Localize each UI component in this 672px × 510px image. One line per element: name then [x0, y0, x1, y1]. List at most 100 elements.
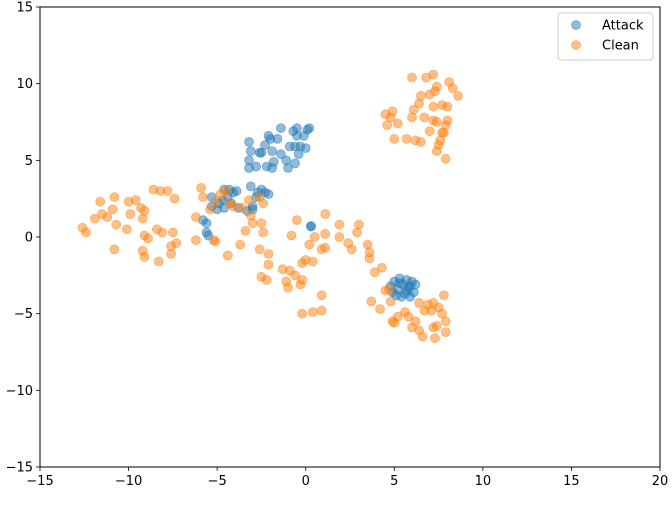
clean-point	[376, 262, 387, 273]
clean-point	[424, 126, 435, 137]
legend: Attack Clean	[557, 12, 654, 61]
clean-point	[431, 320, 442, 331]
clean-point	[198, 192, 208, 203]
clean-point	[382, 120, 393, 130]
clean-point	[389, 133, 400, 144]
clean-point	[263, 248, 274, 259]
legend-marker-clean	[571, 40, 581, 50]
attack-point	[290, 158, 301, 169]
clean-point	[244, 195, 254, 206]
clean-point	[221, 186, 231, 196]
clean-point	[334, 232, 345, 242]
clean-point	[320, 228, 331, 239]
x-tick-label: 0	[302, 474, 310, 489]
clean-point	[428, 101, 439, 112]
clean-point	[401, 133, 412, 144]
clean-point	[95, 196, 106, 207]
clean-point	[190, 235, 201, 246]
clean-point	[353, 219, 364, 230]
x-tick-label: 15	[563, 474, 580, 489]
attack-point	[283, 163, 293, 173]
clean-point	[258, 227, 269, 238]
attack-point	[245, 146, 256, 157]
legend-box	[557, 12, 654, 61]
clean-point	[392, 311, 403, 322]
plot-frame	[39, 6, 661, 468]
clean-point	[228, 201, 239, 212]
clean-point	[309, 232, 320, 242]
clean-point	[387, 106, 398, 117]
clean-point	[102, 212, 113, 223]
clean-point	[440, 316, 451, 327]
clean-point	[414, 297, 425, 308]
y-tick-label: −10	[6, 384, 33, 399]
clean-point	[166, 248, 177, 259]
clean-point	[442, 101, 453, 112]
clean-point	[316, 305, 327, 316]
y-axis: −15 −10 −5 0 5 10 15	[6, 1, 40, 476]
clean-point	[403, 311, 414, 322]
x-tick-label: 5	[390, 474, 398, 489]
clean-point	[346, 244, 357, 255]
clean-point	[263, 259, 274, 270]
legend-label-clean: Clean	[602, 39, 639, 54]
attack-point	[275, 123, 286, 134]
clean-point	[157, 227, 168, 238]
clean-point	[447, 83, 458, 94]
clean-point	[283, 282, 293, 293]
attack-point	[267, 146, 278, 157]
clean-point	[254, 244, 265, 255]
clean-point	[364, 253, 375, 264]
attack-point	[300, 143, 311, 154]
y-tick-label: −5	[14, 307, 33, 322]
clean-point	[107, 204, 118, 215]
clean-point	[109, 192, 120, 203]
clean-point	[320, 209, 331, 219]
clean-point	[235, 239, 246, 250]
attack-point	[251, 161, 262, 172]
clean-point	[430, 333, 440, 344]
clean-point	[407, 72, 417, 83]
clean-point	[291, 215, 302, 226]
clean-point	[208, 235, 219, 246]
clean-point	[121, 224, 132, 235]
clean-point	[297, 274, 308, 285]
clean-point	[419, 112, 430, 123]
attack-point	[304, 123, 315, 134]
clean-point	[392, 118, 403, 129]
clean-point	[438, 290, 449, 301]
clean-point	[385, 296, 396, 307]
y-tick-label: 5	[25, 154, 33, 169]
clean-point	[111, 219, 122, 230]
clean-point	[240, 225, 251, 236]
clean-point	[130, 195, 141, 206]
attack-point	[272, 133, 283, 144]
clean-point	[210, 196, 221, 207]
clean-point	[90, 213, 100, 224]
clean-point	[369, 267, 380, 278]
clean-point	[307, 256, 318, 267]
clean-point	[167, 227, 178, 238]
clean-point	[236, 202, 247, 213]
clean-point	[414, 98, 425, 109]
clean-point	[153, 256, 164, 267]
clean-point	[258, 198, 269, 209]
x-axis: −15 −10 −5 0 5 10 15 20	[26, 467, 668, 489]
x-tick-label: 20	[652, 474, 669, 489]
clean-point	[440, 327, 451, 338]
legend-label-attack: Attack	[602, 19, 644, 34]
clean-point	[431, 146, 442, 157]
attack-point	[261, 161, 272, 172]
y-tick-label: 0	[25, 231, 33, 246]
x-tick-label: −10	[115, 474, 142, 489]
attack-point	[263, 189, 274, 200]
clean-point	[442, 115, 453, 126]
clean-point	[139, 251, 150, 262]
clean-point	[109, 244, 120, 255]
clean-point	[407, 112, 417, 123]
clean-point	[334, 219, 345, 230]
clean-point	[440, 153, 451, 164]
clean-point	[304, 239, 315, 250]
x-tick-label: 10	[475, 474, 492, 489]
